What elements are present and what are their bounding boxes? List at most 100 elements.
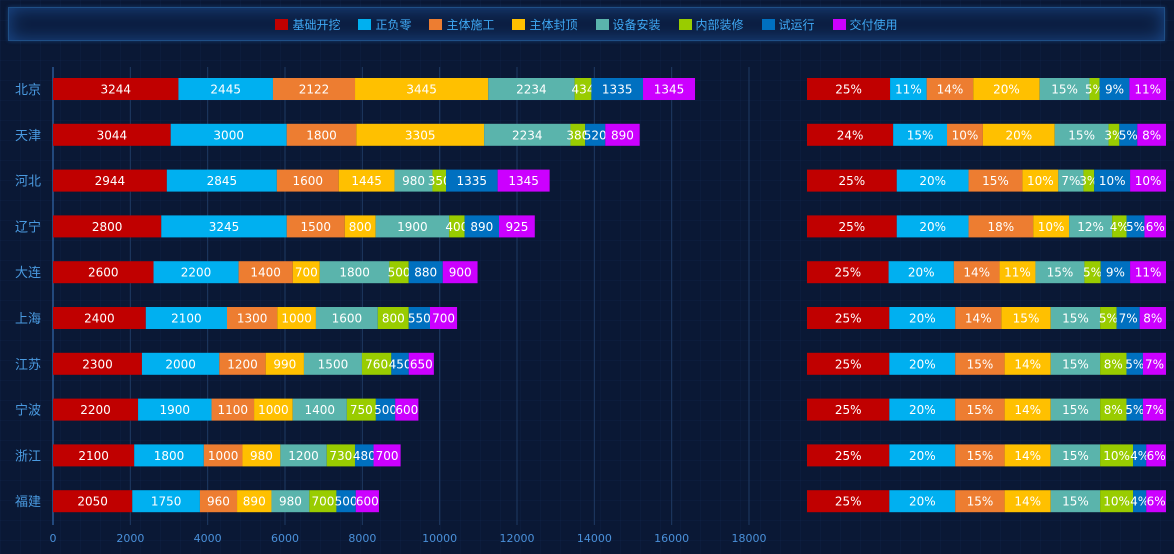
legend-label: 交付使用 — [849, 17, 898, 32]
pct-value-label: 5% — [1083, 266, 1102, 280]
pct-value-label: 3% — [1079, 174, 1098, 188]
bar-segment — [145, 307, 227, 329]
bar-value-label: 1200 — [288, 449, 319, 463]
pct-bar-segment — [1035, 261, 1085, 284]
bar-segment — [499, 215, 535, 238]
bar-value-label: 760 — [365, 357, 388, 371]
pct-value-label: 20% — [909, 357, 936, 371]
legend-swatch — [595, 18, 609, 30]
bar-value-label: 980 — [402, 174, 425, 188]
bar-value-label: 2234 — [516, 83, 547, 97]
bar-segment — [446, 169, 498, 192]
x-tick-label: 6000 — [271, 532, 299, 545]
legend-item[interactable]: 主体封顶 — [512, 16, 578, 33]
legend-item[interactable]: 基础开挖 — [275, 16, 340, 33]
pct-value-label: 18% — [988, 220, 1015, 234]
legend-label: 主体施工 — [446, 17, 495, 32]
bar-value-label: 990 — [273, 357, 296, 371]
pct-bar-segment — [807, 352, 890, 375]
pct-value-label: 25% — [835, 312, 862, 326]
bar-value-label: 2100 — [78, 449, 109, 463]
legend-item[interactable]: 内部装修 — [678, 16, 744, 33]
bar-segment — [643, 78, 696, 100]
bar-value-label: 650 — [410, 357, 433, 371]
pct-bar-segment — [982, 123, 1055, 146]
pct-value-label: 15% — [967, 495, 994, 509]
pct-bar-segment — [1137, 123, 1166, 146]
x-tick-label: 8000 — [348, 532, 376, 545]
bar-value-label: 3245 — [209, 220, 240, 234]
legend-item[interactable]: 主体施工 — [429, 16, 494, 33]
legend-label: 基础开挖 — [292, 17, 341, 32]
y-category-label: 福建 — [15, 495, 41, 510]
pct-value-label: 8% — [1142, 128, 1161, 142]
bar-segment — [134, 444, 204, 467]
pct-value-label: 15% — [967, 403, 994, 417]
pct-value-label: 9% — [1106, 266, 1125, 280]
legend-item[interactable]: 交付使用 — [832, 16, 898, 33]
pct-bar-segment — [955, 352, 1005, 375]
pct-value-label: 8% — [1104, 403, 1123, 417]
pct-bar-segment — [1126, 215, 1145, 238]
pct-bar-segment — [968, 215, 1034, 238]
pct-value-label: 20% — [908, 266, 935, 280]
pct-value-label: 15% — [1062, 312, 1089, 326]
bar-segment — [199, 490, 238, 513]
pct-bar-segment — [890, 78, 927, 100]
pct-value-label: 6% — [1147, 449, 1166, 463]
bar-segment — [585, 123, 606, 146]
pct-bar-segment — [1133, 490, 1147, 513]
x-tick-label: 10000 — [422, 532, 457, 545]
bar-segment — [53, 78, 179, 100]
pct-bar-segment — [807, 78, 891, 100]
bar-value-label: 925 — [505, 220, 528, 234]
bar-value-label: 550 — [408, 312, 431, 326]
pct-bar-segment — [1100, 307, 1117, 329]
bar-segment — [286, 215, 345, 238]
pct-value-label: 10% — [1038, 220, 1065, 234]
legend-item[interactable]: 设备安装 — [595, 16, 661, 33]
pct-bar-segment — [947, 123, 983, 146]
pct-value-label: 25% — [839, 174, 866, 188]
x-tick-label: 12000 — [500, 532, 535, 545]
bar-value-label: 520 — [584, 128, 607, 142]
bar-value-label: 1500 — [318, 357, 349, 371]
bar-segment — [338, 169, 395, 192]
bar-segment — [166, 169, 277, 192]
pct-bar-segment — [1089, 78, 1100, 100]
pct-value-label: 4% — [1130, 449, 1149, 463]
pct-value-label: 14% — [1014, 449, 1041, 463]
bar-segment — [227, 307, 278, 329]
pct-bar-segment — [1004, 398, 1051, 421]
pct-value-label: 5% — [1099, 312, 1118, 326]
bar-segment — [408, 261, 443, 284]
bar-segment — [355, 490, 379, 513]
pct-bar-segment — [1083, 169, 1095, 192]
legend-item[interactable]: 试运行 — [761, 16, 815, 33]
legend-item[interactable]: 正负零 — [358, 16, 411, 33]
bar-segment — [391, 352, 409, 375]
bar-segment — [315, 307, 378, 329]
pct-value-label: 11% — [895, 83, 922, 97]
pct-bar-segment — [1001, 307, 1051, 329]
y-category-label: 大连 — [15, 265, 41, 281]
pct-value-label: 20% — [909, 312, 936, 326]
pct-bar-segment — [1004, 444, 1051, 467]
bar-segment — [497, 169, 550, 192]
pct-bar-segment — [1146, 444, 1166, 467]
bar-value-label: 3445 — [406, 83, 437, 97]
bar-segment — [292, 398, 347, 421]
pct-value-label: 25% — [839, 220, 866, 234]
bar-segment — [591, 78, 644, 100]
pct-bar-segment — [955, 307, 1002, 329]
bar-segment — [242, 444, 281, 467]
bar-segment — [442, 261, 478, 284]
bar-value-label: 1200 — [227, 357, 258, 371]
pct-bar-segment — [953, 261, 1000, 284]
pct-value-label: 5% — [1125, 357, 1144, 371]
y-category-label: 辽宁 — [15, 219, 41, 235]
bar-segment — [449, 215, 465, 238]
bar-segment — [464, 215, 500, 238]
pct-value-label: 20% — [919, 174, 946, 188]
bar-segment — [254, 398, 293, 421]
